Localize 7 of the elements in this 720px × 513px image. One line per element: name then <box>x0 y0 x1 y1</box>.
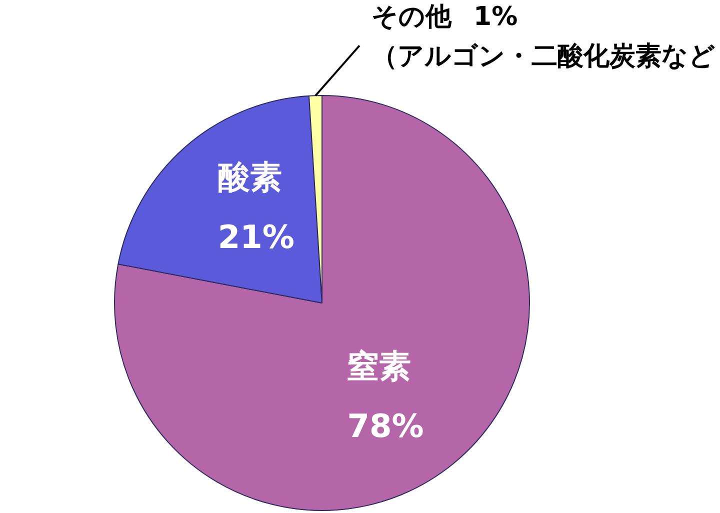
slice-label: 酸素 <box>218 158 282 196</box>
data-label: 21% <box>218 218 294 256</box>
data-label: 1% <box>473 2 518 32</box>
slice-label: 窒素 <box>347 347 412 386</box>
slice-label: その他 <box>371 2 452 32</box>
text: （アルゴン・二酸化炭素など <box>371 41 716 72</box>
data-label: 78% <box>347 407 424 446</box>
